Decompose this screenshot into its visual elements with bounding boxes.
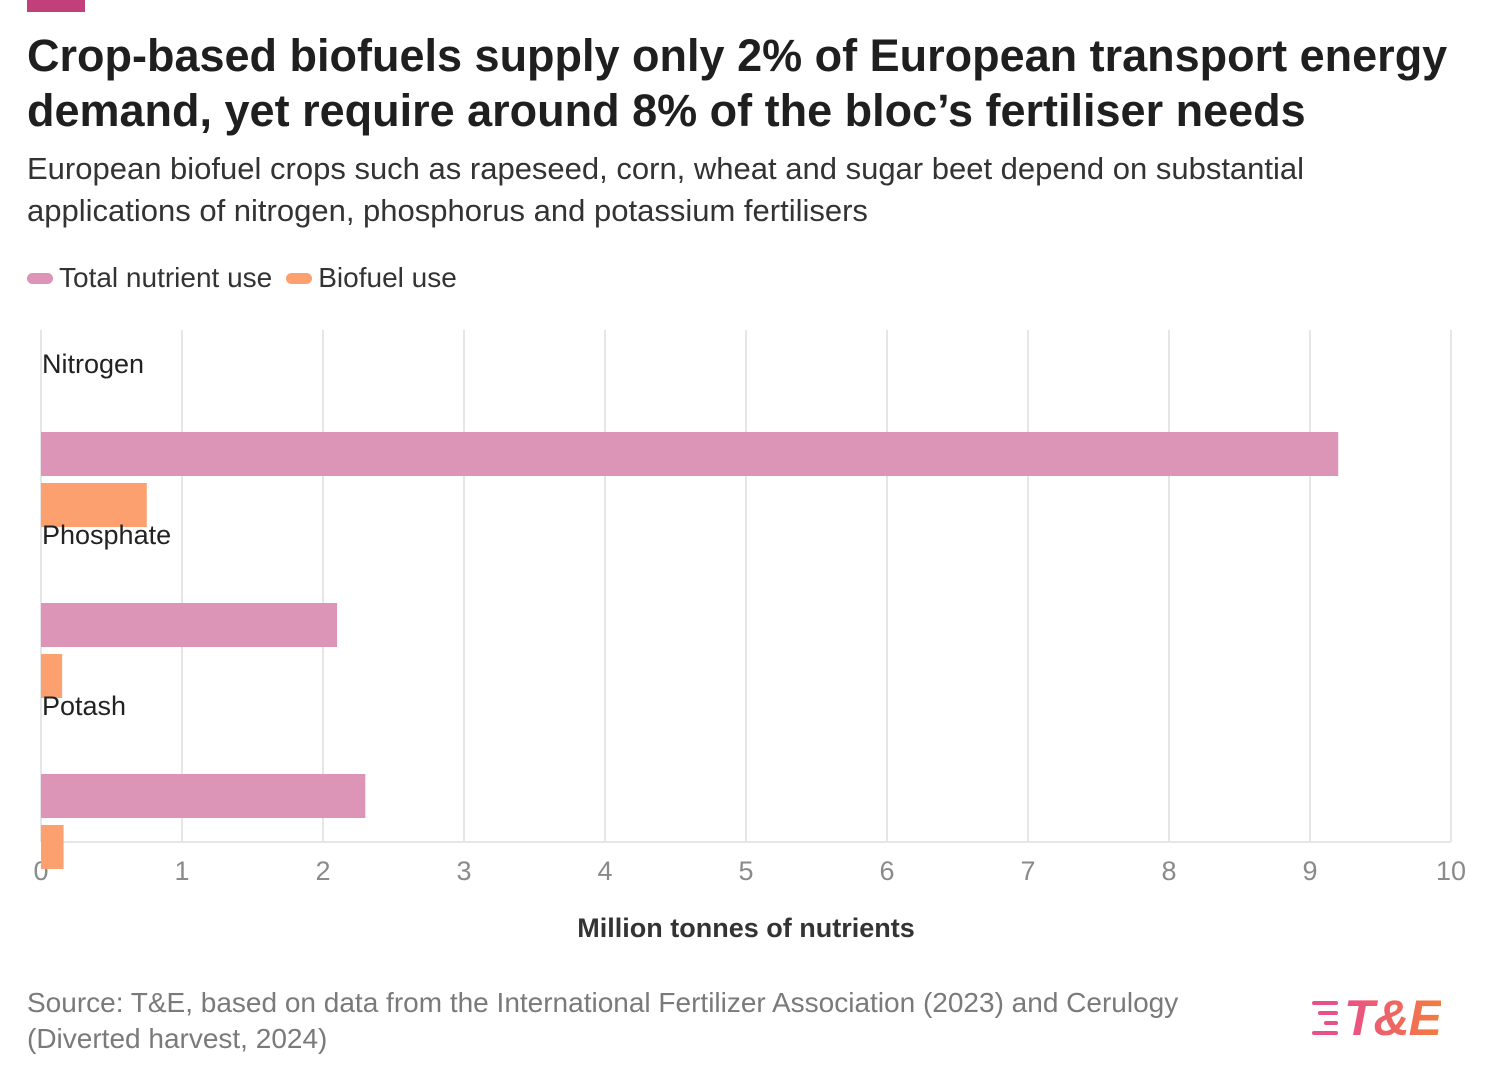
bar-biofuel bbox=[41, 483, 147, 527]
category-label: Nitrogen bbox=[42, 349, 144, 379]
logo-text: T&E bbox=[1344, 990, 1442, 1046]
x-tick-label: 3 bbox=[456, 856, 471, 886]
x-tick-label: 5 bbox=[738, 856, 753, 886]
bar-biofuel bbox=[41, 825, 64, 869]
legend-swatch-total bbox=[27, 272, 53, 284]
x-tick-label: 8 bbox=[1161, 856, 1176, 886]
x-tick-label: 4 bbox=[597, 856, 612, 886]
bar-total bbox=[41, 774, 366, 818]
bar-biofuel bbox=[41, 654, 63, 698]
bar-total bbox=[41, 603, 338, 647]
accent-bar bbox=[27, 0, 85, 12]
bar-total bbox=[41, 432, 1339, 476]
legend-item-total: Total nutrient use bbox=[27, 262, 272, 294]
x-tick-label: 1 bbox=[174, 856, 189, 886]
x-tick-label: 7 bbox=[1020, 856, 1035, 886]
x-tick-label: 9 bbox=[1302, 856, 1317, 886]
legend-label-total: Total nutrient use bbox=[59, 262, 273, 293]
chart-title: Crop-based biofuels supply only 2% of Eu… bbox=[27, 30, 1448, 136]
chart-subtitle: European biofuel crops such as rapeseed,… bbox=[27, 151, 1305, 228]
x-axis-title: Million tonnes of nutrients bbox=[577, 913, 914, 943]
legend-label-biofuel: Biofuel use bbox=[318, 262, 457, 293]
x-tick-label: 6 bbox=[879, 856, 894, 886]
logo-lines-icon bbox=[1312, 998, 1338, 1038]
x-tick-label: 2 bbox=[315, 856, 330, 886]
brand-logo: T&E bbox=[1312, 990, 1477, 1046]
category-label: Potash bbox=[42, 691, 126, 721]
source-note: Source: T&E, based on data from the Inte… bbox=[27, 987, 1179, 1054]
legend: Total nutrient use Biofuel use bbox=[27, 260, 471, 296]
legend-item-biofuel: Biofuel use bbox=[286, 262, 457, 294]
legend-swatch-biofuel bbox=[286, 272, 313, 284]
category-label: Phosphate bbox=[42, 520, 171, 550]
x-tick-label: 10 bbox=[1436, 856, 1466, 886]
